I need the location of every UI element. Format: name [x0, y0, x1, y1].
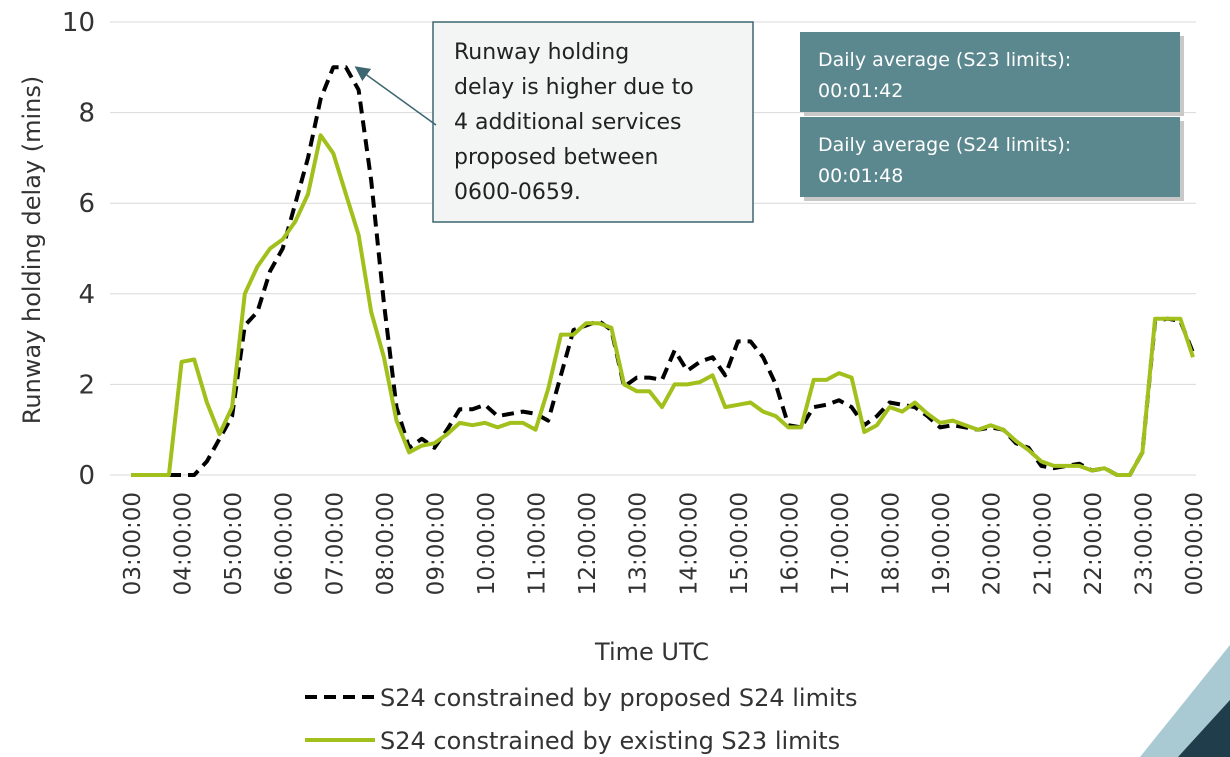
x-tick-label: 10:00:00	[474, 492, 500, 595]
x-tick-label: 12:00:00	[575, 492, 601, 595]
x-tick-label: 07:00:00	[322, 492, 348, 595]
info-box-text: Daily average (S24 limits):	[818, 134, 1071, 156]
x-tick-label: 00:00:00	[1182, 492, 1208, 595]
info-box-text: 00:01:42	[818, 80, 903, 102]
x-tick-label: 05:00:00	[221, 492, 247, 595]
info-box	[800, 117, 1180, 197]
x-tick-label: 04:00:00	[171, 492, 197, 595]
info-box-text: Daily average (S23 limits):	[818, 49, 1071, 71]
x-tick-label: 16:00:00	[777, 492, 803, 595]
x-tick-label: 09:00:00	[423, 492, 449, 595]
x-tick-label: 18:00:00	[879, 492, 905, 595]
annotation-text: proposed between	[454, 145, 659, 170]
info-box-text: 00:01:48	[818, 165, 903, 187]
legend-label: S24 constrained by existing S23 limits	[380, 727, 840, 755]
legend-label: S24 constrained by proposed S24 limits	[380, 684, 858, 712]
annotation-text: delay is higher due to	[454, 75, 694, 100]
y-axis-title: Runway holding delay (mins)	[18, 76, 46, 424]
x-tick-label: 06:00:00	[272, 492, 298, 595]
x-tick-label: 19:00:00	[929, 492, 955, 595]
x-tick-label: 22:00:00	[1081, 492, 1107, 595]
x-tick-label: 20:00:00	[980, 492, 1006, 595]
annotation-text: 4 additional services	[454, 110, 682, 135]
annotation-box	[432, 21, 754, 223]
x-tick-label: 11:00:00	[525, 492, 551, 595]
y-tick-label: 2	[78, 370, 95, 400]
x-tick-label: 23:00:00	[1131, 492, 1157, 595]
x-tick-label: 08:00:00	[373, 492, 399, 595]
x-tick-label: 15:00:00	[727, 492, 753, 595]
y-tick-label: 10	[62, 8, 95, 38]
y-tick-label: 0	[78, 461, 95, 491]
x-tick-label: 03:00:00	[120, 492, 146, 595]
x-tick-label: 13:00:00	[626, 492, 652, 595]
x-tick-label: 17:00:00	[828, 492, 854, 595]
y-tick-label: 8	[78, 99, 95, 129]
annotation-arrow	[354, 66, 437, 126]
x-axis-title: Time UTC	[594, 638, 709, 666]
annotation-text: 0600-0659.	[454, 180, 581, 205]
x-tick-label: 21:00:00	[1030, 492, 1056, 595]
y-tick-label: 6	[78, 189, 95, 219]
info-box	[800, 32, 1180, 112]
data-line	[131, 133, 1195, 477]
corner-decoration	[1178, 700, 1230, 757]
x-tick-label: 14:00:00	[676, 492, 702, 595]
y-tick-label: 4	[78, 280, 95, 310]
annotation-text: Runway holding	[454, 40, 629, 65]
